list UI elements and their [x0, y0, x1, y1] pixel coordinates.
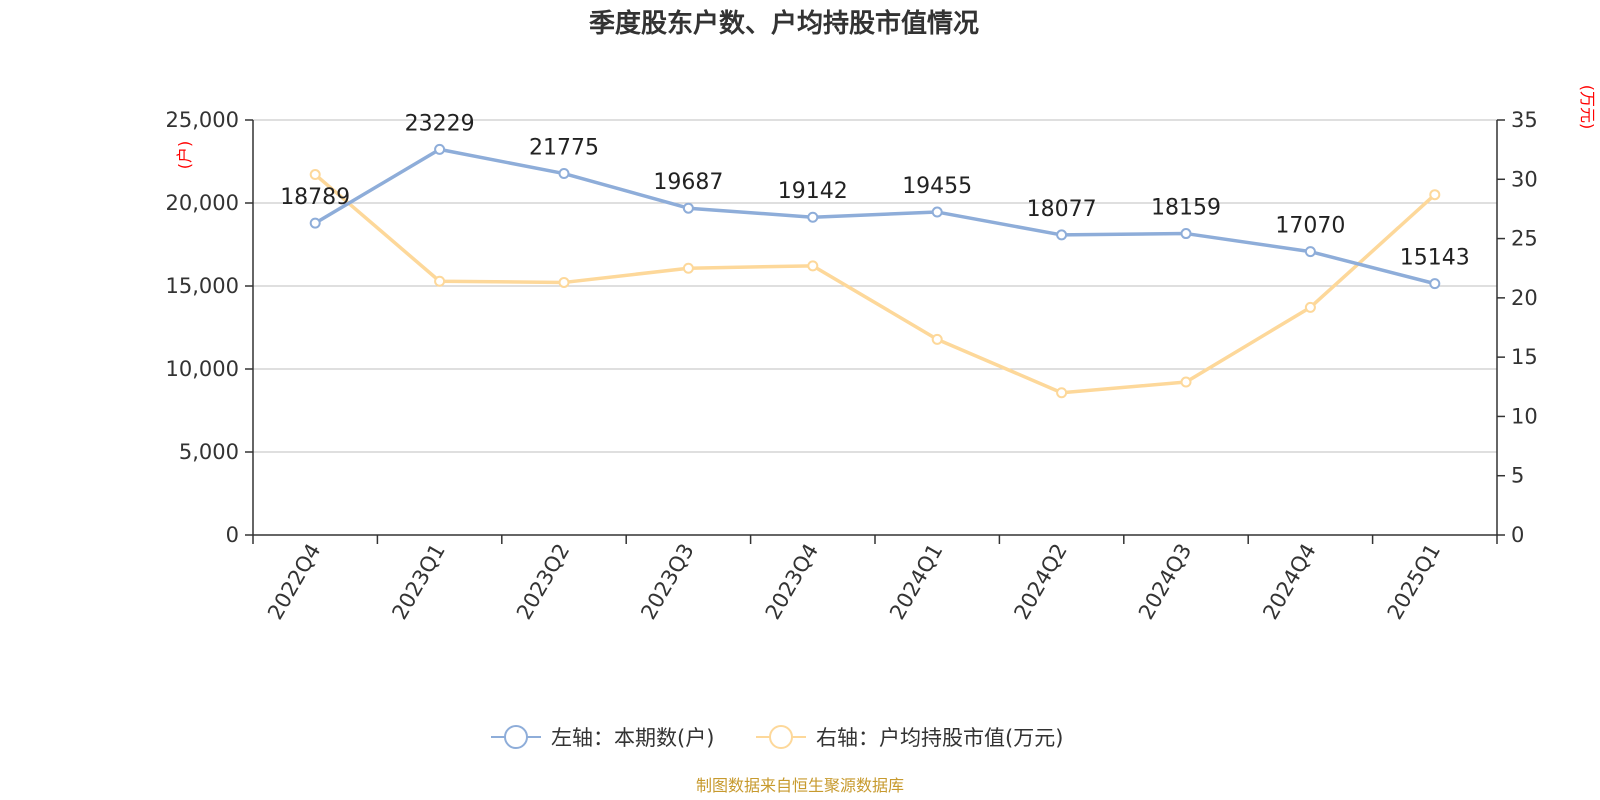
- left-axis-ticks: 0 5,000 10,000 15,000 20,000 25,000: [166, 108, 253, 547]
- legend-label-right-series: 右轴：户均持股市值(万元): [816, 726, 1063, 750]
- x-tick-label: 2024Q2: [1009, 540, 1071, 624]
- left-tick-label: 5,000: [179, 440, 239, 464]
- series-left: [309, 143, 1441, 290]
- right-tick-label: 10: [1511, 404, 1538, 428]
- data-label: 18159: [1151, 196, 1221, 221]
- right-series-point: [1429, 189, 1441, 201]
- left-series-point: [1056, 229, 1068, 241]
- left-series-line: [314, 147, 1436, 286]
- left-series-point: [1429, 278, 1441, 290]
- right-series-point: [807, 260, 819, 272]
- x-tick-label: 2022Q4: [263, 540, 325, 624]
- left-series-point: [434, 143, 446, 155]
- right-tick-label: 5: [1511, 464, 1524, 488]
- right-tick-label: 20: [1511, 286, 1538, 310]
- right-series-point: [434, 275, 446, 287]
- source-note: 制图数据来自恒生聚源数据库: [696, 776, 904, 795]
- right-tick-label: 25: [1511, 227, 1538, 251]
- right-series-point: [1180, 376, 1192, 388]
- left-series-point: [1304, 246, 1316, 258]
- data-label: 17070: [1275, 214, 1345, 239]
- series-right: [309, 169, 1441, 399]
- right-tick-label: 35: [1511, 108, 1538, 132]
- data-label: 23229: [405, 111, 475, 136]
- right-tick-label: 0: [1511, 523, 1524, 547]
- right-series-line: [314, 173, 1436, 395]
- left-series-point: [1180, 228, 1192, 240]
- x-tick-label: 2023Q1: [387, 540, 449, 624]
- data-label: 18789: [280, 185, 350, 210]
- right-axis-unit: (万元): [1578, 85, 1597, 130]
- x-tick-label: 2024Q1: [885, 539, 947, 623]
- right-series-point: [1304, 301, 1316, 313]
- x-tick-label: 2023Q2: [512, 540, 574, 624]
- left-tick-label: 0: [226, 523, 239, 547]
- left-series-point: [309, 217, 321, 229]
- data-label: 15143: [1400, 246, 1470, 271]
- gridlines: [253, 119, 1497, 453]
- legend[interactable]: 左轴：本期数(户) 右轴：户均持股市值(万元): [491, 725, 1063, 750]
- chart-title: 季度股东户数、户均持股市值情况: [589, 8, 979, 39]
- right-axis-ticks: 0 5 10 15 20 25 30 35: [1497, 108, 1538, 547]
- x-tick-label: 2024Q3: [1134, 540, 1196, 624]
- left-series-point: [682, 202, 694, 214]
- x-tick-label: 2025Q1: [1383, 540, 1445, 624]
- left-tick-label: 10,000: [166, 357, 239, 381]
- data-label: 19455: [902, 174, 972, 199]
- right-series-point: [558, 276, 570, 288]
- right-series-point: [309, 169, 321, 181]
- axes: [252, 120, 1498, 536]
- right-series-point: [682, 262, 694, 274]
- x-tick-label: 2023Q4: [761, 540, 823, 624]
- legend-item-left-series[interactable]: 左轴：本期数(户): [491, 725, 714, 750]
- right-series-point: [931, 333, 943, 345]
- right-tick-label: 15: [1511, 345, 1538, 369]
- data-label: 21775: [529, 136, 599, 161]
- left-series-point: [807, 211, 819, 223]
- left-series-point: [931, 206, 943, 218]
- data-label: 19142: [778, 179, 848, 204]
- x-tick-label: 2023Q3: [636, 540, 698, 624]
- left-axis-unit: (户): [175, 141, 194, 170]
- data-label: 18077: [1027, 197, 1097, 222]
- x-tick-label: 2024Q4: [1258, 540, 1320, 624]
- legend-label-left-series: 左轴：本期数(户): [551, 726, 714, 750]
- left-tick-label: 20,000: [166, 191, 239, 215]
- left-tick-label: 15,000: [166, 274, 239, 298]
- left-series-point: [558, 168, 570, 180]
- right-tick-label: 30: [1511, 167, 1538, 191]
- data-labels: 18789 23229 21775 19687 19142 19455 18077 18159…: [280, 111, 1470, 270]
- left-tick-label: 25,000: [166, 108, 239, 132]
- data-label: 19687: [653, 170, 723, 195]
- legend-item-right-series[interactable]: 右轴：户均持股市值(万元): [756, 725, 1063, 750]
- x-axis-ticks: 2022Q4 2023Q1 2023Q2 2023Q3 2023Q4 2024Q1 2024…: [252, 535, 1498, 624]
- right-series-point: [1056, 387, 1068, 399]
